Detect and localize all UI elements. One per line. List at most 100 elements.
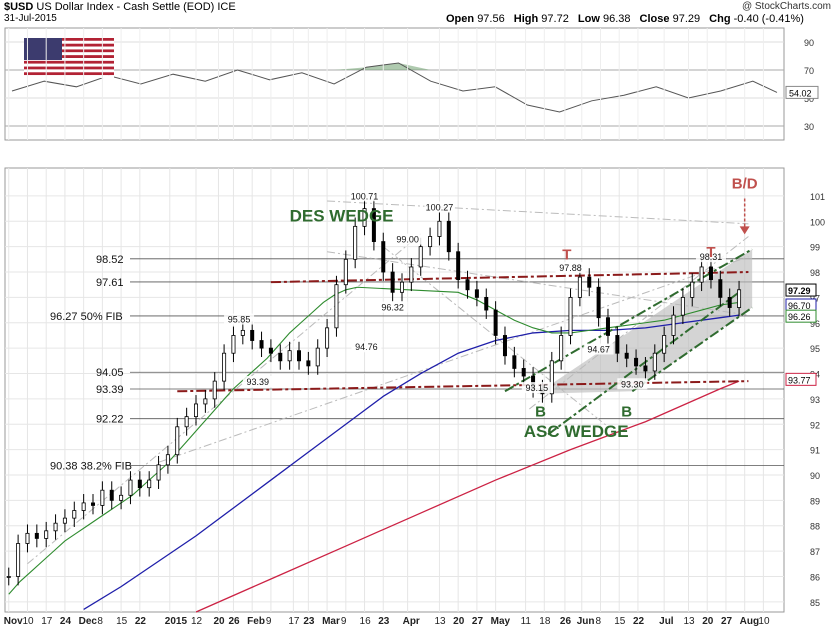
price-candle	[91, 502, 96, 506]
annotation-label: 97.88	[559, 263, 582, 273]
annotation-bg	[377, 301, 408, 313]
flag-stripe	[24, 69, 114, 73]
price-candle	[643, 365, 648, 372]
level-label: 90.38 38.2% FIB	[50, 460, 132, 472]
chart-title: $USD US Dollar Index - Cash Settle (EOD)…	[4, 1, 236, 13]
ohlc-low: Low 96.38	[577, 13, 634, 25]
x-tick-label: 23	[378, 616, 390, 627]
x-tick-label: 13	[434, 616, 446, 627]
level-label: 96.27 50% FIB	[50, 311, 123, 323]
annotation-bg	[349, 190, 380, 202]
price-tick-label: 96	[810, 319, 820, 329]
rsi-panel-frame	[4, 27, 785, 141]
level-label: 94.05	[96, 367, 124, 379]
breakdown-arrow-icon	[739, 226, 750, 235]
price-candle	[624, 352, 629, 359]
price-candle	[343, 258, 348, 286]
x-tick-label: 24	[60, 616, 72, 627]
price-candle	[680, 296, 685, 316]
gray-trend-line	[327, 251, 749, 316]
gray-trend-line	[327, 200, 749, 225]
annotation-bg	[617, 378, 648, 390]
flag-stripe	[24, 43, 114, 47]
price-candle	[521, 368, 526, 377]
price-candle	[268, 347, 273, 354]
price-candle	[428, 236, 433, 248]
price-candle	[381, 241, 386, 273]
pattern-label: ASC WEDGE	[524, 422, 629, 441]
right-value-box	[785, 283, 817, 297]
x-tick-label: 9	[341, 616, 347, 627]
price-candle	[652, 352, 657, 372]
x-tick-label: Jun	[577, 616, 595, 627]
price-candle	[296, 350, 301, 362]
price-candle	[690, 281, 695, 298]
copyright: @ StockCharts.com	[741, 1, 831, 12]
price-candle	[718, 279, 723, 298]
green-wedge-line	[631, 306, 753, 393]
price-candle	[194, 403, 199, 418]
price-candle	[634, 357, 639, 367]
price-candle	[315, 347, 320, 367]
x-tick-label: 20	[213, 616, 225, 627]
price-candle	[25, 532, 30, 544]
rsi-line	[11, 62, 778, 113]
x-tick-label: 18	[539, 616, 551, 627]
price-tick-label: 97	[810, 293, 820, 303]
level-label: 92.22	[96, 414, 124, 426]
price-candle	[165, 454, 170, 466]
price-candle	[371, 208, 376, 242]
price-candle	[34, 532, 39, 539]
flag-stripe	[24, 46, 114, 50]
exchange: ICE	[217, 1, 236, 13]
price-candle	[437, 220, 442, 237]
price-candle	[474, 289, 479, 298]
price-candle	[465, 279, 470, 291]
red-trend-line	[177, 380, 749, 393]
price-candle	[699, 266, 704, 283]
flag-stripe	[24, 40, 114, 44]
x-tick-label: 15	[116, 616, 128, 627]
ohlc-readout: Open 97.56 High 97.72 Low 96.38 Close 97…	[446, 13, 810, 25]
price-tick-label: 92	[810, 420, 820, 430]
annotation-bg	[555, 262, 586, 274]
ohlc-open: Open 97.56	[446, 13, 508, 25]
asc-wedge-shading	[536, 249, 753, 394]
flag-stripe	[24, 52, 114, 56]
x-tick-label: 17	[288, 616, 300, 627]
right-value-box	[785, 309, 817, 323]
price-candle	[362, 208, 367, 227]
rsi-tick-label: 90	[804, 38, 814, 48]
price-candle	[446, 220, 451, 253]
x-tick-label: 8	[595, 616, 601, 627]
annotation-bg	[224, 313, 255, 325]
level-label: 93.39	[96, 384, 124, 396]
price-tick-label: 90	[810, 471, 820, 481]
x-tick-label: 15	[614, 616, 626, 627]
us-flag-icon	[24, 38, 114, 78]
ma-mid-line	[83, 314, 740, 611]
x-tick-label: 22	[135, 616, 147, 627]
annotation-bg	[583, 343, 614, 355]
price-candle	[559, 335, 564, 362]
price-candle	[334, 284, 339, 329]
price-candle	[353, 225, 358, 260]
index-name: US Dollar Index - Cash Settle (EOD)	[36, 1, 215, 13]
x-tick-label: 12	[191, 616, 203, 627]
pattern-label: T	[562, 246, 571, 263]
price-candle	[418, 246, 423, 268]
annotation-bg	[424, 201, 455, 213]
ma-long-line	[195, 380, 740, 613]
chart-date: 31-Jul-2015	[4, 13, 57, 24]
x-tick-label: Jul	[659, 616, 674, 627]
flag-stripe	[24, 66, 114, 70]
right-value-box	[785, 372, 817, 386]
green-wedge-line	[547, 291, 740, 436]
x-tick-label: 11	[521, 616, 532, 627]
x-tick-label: Mar	[322, 616, 340, 627]
rsi-tick-label: 50	[804, 94, 814, 104]
x-tick-label: Apr	[403, 616, 420, 627]
price-candle	[512, 355, 517, 369]
price-tick-label: 91	[810, 446, 820, 456]
annotation-bg	[242, 375, 273, 387]
